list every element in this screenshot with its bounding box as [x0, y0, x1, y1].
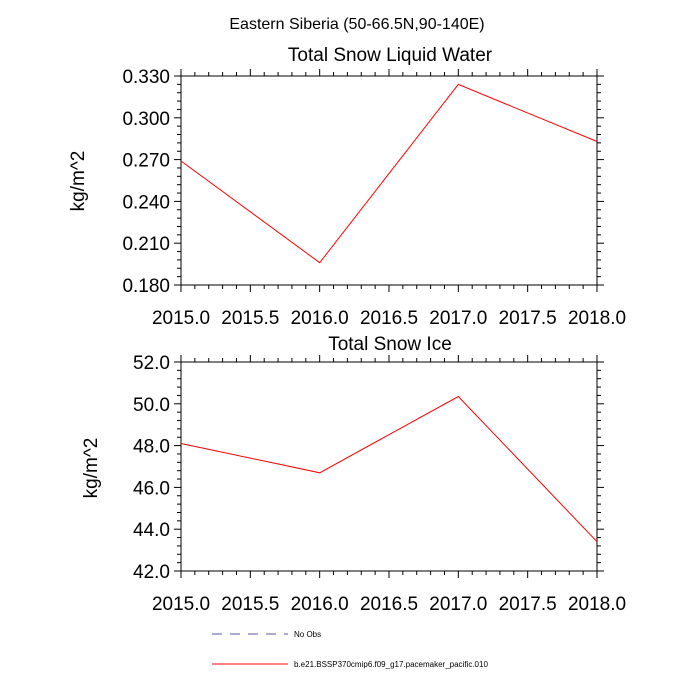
y-tick-label: 0.330 [122, 67, 170, 88]
x-tick-label: 2015.0 [152, 594, 210, 615]
x-tick-label: 2016.0 [291, 308, 349, 329]
panel-snow-ice: Total Snow Ice kg/m^2 2015.0 2015.5 2016.0… [81, 334, 626, 615]
x-tick-label: 2017.5 [499, 594, 557, 615]
y-tick-label: 0.210 [122, 234, 170, 255]
x-tick-label: 2017.5 [499, 308, 557, 329]
y-axis-label: kg/m^2 [68, 151, 89, 212]
y-tick-label: 44.0 [133, 520, 170, 541]
figure-title: Eastern Siberia (50-66.5N,90-140E) [229, 16, 484, 33]
panel-title: Total Snow Liquid Water [288, 45, 493, 66]
panel-title: Total Snow Ice [328, 334, 452, 355]
y-tick-label: 42.0 [133, 562, 170, 583]
y-tick-label: 50.0 [133, 395, 170, 416]
y-tick-label: 0.300 [122, 109, 170, 130]
legend-no-obs-label: No Obs [294, 630, 321, 639]
y-tick-label: 0.270 [122, 151, 170, 172]
x-tick-label: 2016.5 [360, 308, 418, 329]
y-axis-label: kg/m^2 [81, 438, 102, 499]
y-tick-label: 0.240 [122, 192, 170, 213]
legend-model-label: b.e21.BSSP370cmip6.f09_g17.pacemaker_pac… [294, 660, 488, 669]
plot-frame [180, 361, 598, 572]
x-tick-label: 2015.0 [152, 308, 210, 329]
plot-frame [180, 75, 598, 286]
y-tick-label: 0.180 [122, 276, 170, 297]
x-tick-label: 2016.5 [360, 594, 418, 615]
x-tick-label: 2017.0 [429, 594, 487, 615]
x-tick-label: 2015.5 [221, 308, 279, 329]
x-tick-label: 2015.5 [221, 594, 279, 615]
x-tick-label: 2018.0 [568, 308, 626, 329]
x-tick-label: 2016.0 [291, 594, 349, 615]
x-tick-label: 2017.0 [429, 308, 487, 329]
x-tick-label: 2018.0 [568, 594, 626, 615]
series-line [180, 83, 598, 264]
panel-snow-liquid-water: Total Snow Liquid Water kg/m^2 2015.0 201… [68, 45, 626, 329]
legend: No Obs b.e21.BSSP370cmip6.f09_g17.pacema… [212, 630, 488, 669]
y-tick-label: 48.0 [133, 437, 170, 458]
series-line [180, 395, 598, 543]
y-tick-label: 46.0 [133, 478, 170, 499]
y-tick-label: 52.0 [133, 353, 170, 374]
